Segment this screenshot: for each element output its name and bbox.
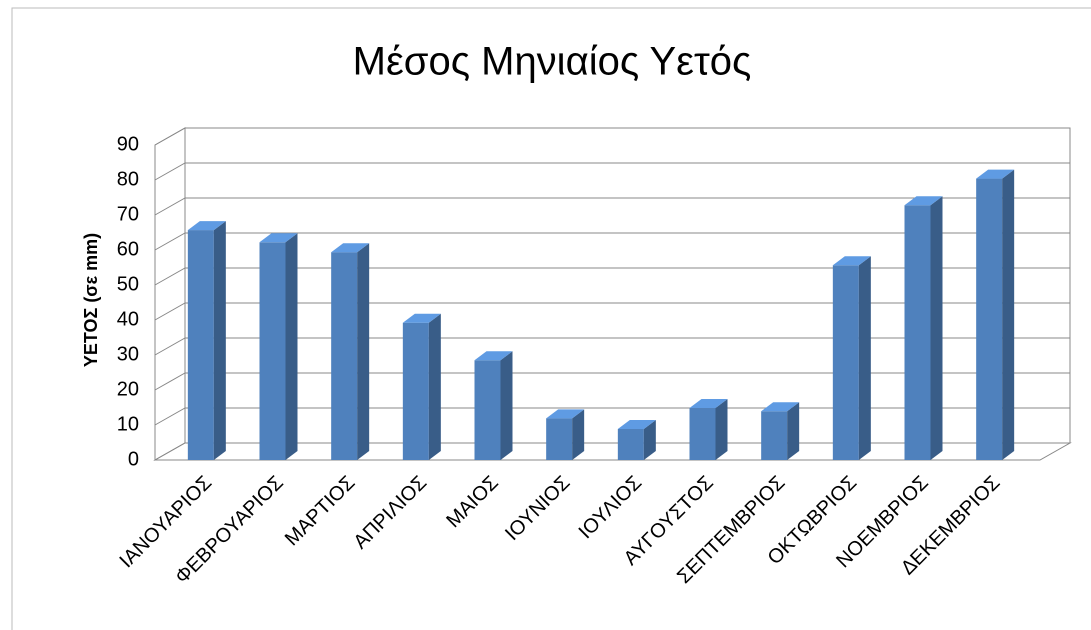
- bar: [259, 233, 298, 460]
- bar-top: [689, 399, 728, 409]
- bar-front: [474, 360, 501, 460]
- y-tick-label: 20: [117, 378, 139, 400]
- grid-line: [154, 302, 1070, 321]
- y-tick-label: 40: [117, 308, 139, 330]
- bar-front: [617, 428, 644, 460]
- bar-front: [546, 418, 573, 460]
- bar: [617, 419, 656, 460]
- y-tick-label: 0: [128, 448, 139, 470]
- bar-top: [546, 409, 585, 419]
- grid-line: [154, 127, 1070, 146]
- bar: [474, 351, 513, 460]
- y-tick-label: 90: [117, 133, 139, 155]
- chart-title: Μέσος Μηνιαίος Υετός: [353, 40, 752, 84]
- bar-top: [402, 313, 441, 323]
- y-tick-label: 80: [117, 168, 139, 190]
- bar-top: [259, 233, 298, 243]
- chart-frame: [11, 7, 1091, 630]
- bar: [832, 256, 871, 460]
- bar-top: [761, 402, 800, 412]
- bar-front: [187, 230, 214, 460]
- bar-top: [617, 419, 656, 429]
- bar-top: [976, 169, 1015, 179]
- bar: [976, 169, 1015, 460]
- bar-top: [832, 256, 871, 266]
- grid-line: [154, 267, 1070, 286]
- bar: [904, 196, 943, 461]
- bar: [402, 313, 441, 460]
- grid-line: [154, 232, 1070, 251]
- bar: [546, 409, 585, 460]
- x-tick-label: ΙΟΥΛΙΟΣ: [575, 472, 647, 544]
- bar: [761, 402, 800, 460]
- bar-side: [213, 221, 226, 460]
- y-tick-label: 60: [117, 238, 139, 260]
- bar-front: [331, 252, 358, 460]
- bar-front: [689, 408, 716, 460]
- bar: [187, 221, 226, 460]
- bar-side: [357, 243, 370, 460]
- bar-front: [402, 322, 429, 460]
- x-tick-label: ΑΠΡΙΛΙΟΣ: [349, 472, 431, 554]
- bar: [689, 399, 728, 460]
- grid-line: [154, 197, 1070, 216]
- bar-top: [474, 351, 513, 361]
- bar-top: [331, 243, 370, 253]
- y-tick-label: 10: [117, 413, 139, 435]
- grid-line: [154, 337, 1070, 356]
- bar-side: [428, 313, 441, 460]
- y-axis-label: ΥΕΤΟΣ (σε mm): [81, 233, 101, 367]
- y-tick-label: 50: [117, 273, 139, 295]
- grid-line: [154, 162, 1070, 181]
- y-tick-label: 30: [117, 343, 139, 365]
- x-tick-label: ΜΑΙΟΣ: [442, 472, 502, 532]
- x-tick-label: ΙΟΥΝΙΟΣ: [501, 472, 574, 545]
- bar-top: [904, 196, 943, 206]
- bar-front: [904, 205, 931, 460]
- grid-line: [154, 372, 1070, 391]
- bar-front: [832, 265, 859, 460]
- bar-front: [976, 178, 1003, 460]
- bar-side: [787, 402, 800, 460]
- bar-side: [858, 256, 871, 460]
- bar-side: [715, 399, 728, 460]
- bar-side: [500, 351, 513, 460]
- y-tick-label: 70: [117, 203, 139, 225]
- bar-side: [643, 419, 656, 460]
- bar-front: [761, 411, 788, 460]
- bar-side: [285, 233, 298, 460]
- bar-side: [930, 196, 943, 461]
- bar: [331, 243, 370, 460]
- x-tick-label: ΜΑΡΤΙΟΣ: [281, 472, 360, 551]
- bar-side: [1002, 169, 1015, 460]
- bar-top: [187, 221, 226, 231]
- bar-side: [572, 409, 585, 460]
- bar-front: [259, 242, 286, 460]
